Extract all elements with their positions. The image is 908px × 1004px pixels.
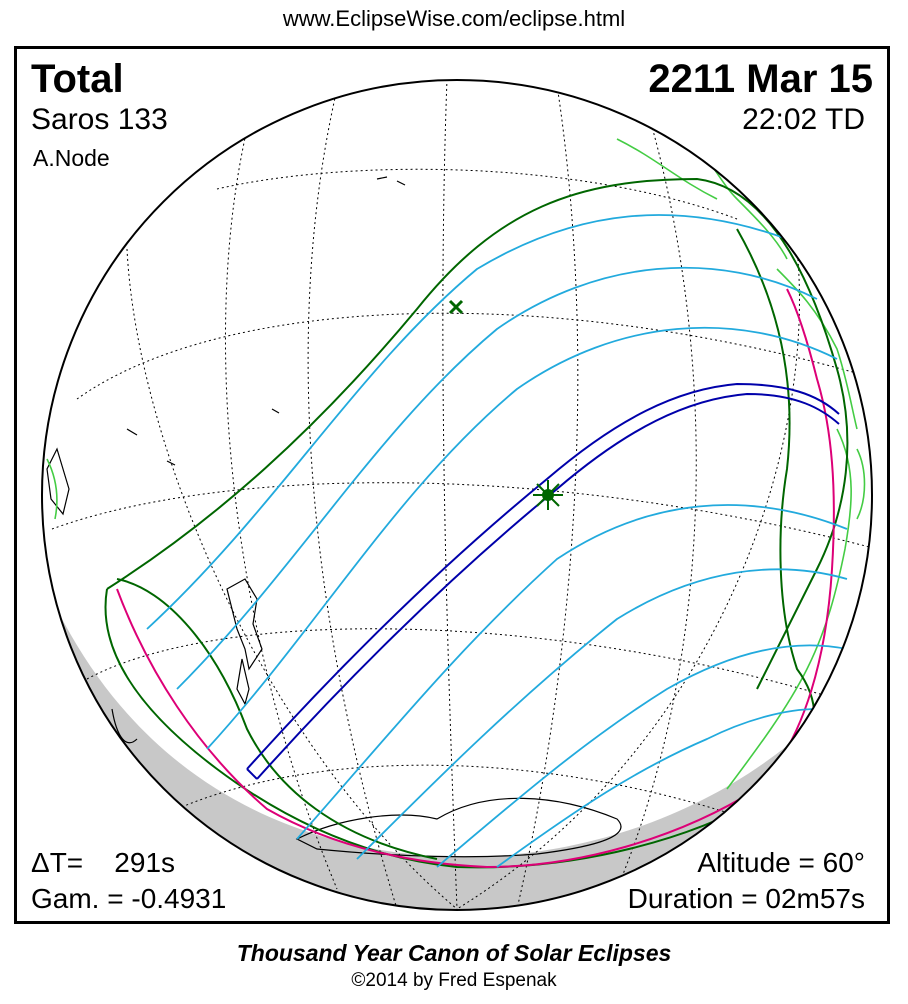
gamma: Gam. = -0.4931 bbox=[31, 883, 227, 914]
canon-title: Thousand Year Canon of Solar Eclipses bbox=[236, 940, 672, 966]
saros-number: Saros 133 bbox=[31, 103, 168, 136]
source-url[interactable]: www.EclipseWise.com/eclipse.html bbox=[282, 6, 626, 31]
duration: Duration = 02m57s bbox=[627, 883, 865, 914]
eclipse-type: Total bbox=[31, 57, 124, 101]
globe-disc bbox=[42, 80, 872, 910]
eclipse-date: 2211 Mar 15 bbox=[648, 57, 873, 101]
totality-path bbox=[246, 382, 840, 780]
penumbra-sunrise-curve bbox=[116, 578, 438, 860]
eclipse-time: 22:02 TD bbox=[742, 103, 865, 136]
penumbra-contours bbox=[146, 214, 848, 868]
delta-t-value: 291s bbox=[114, 847, 176, 878]
delta-t: ΔT= 291s bbox=[31, 847, 175, 879]
eclipse-map-frame: Total Saros 133 A.Node 2211 Mar 15 22:02… bbox=[14, 46, 890, 924]
altitude: Altitude = 60° bbox=[697, 847, 865, 878]
globe-outline bbox=[41, 79, 873, 911]
node-label: A.Node bbox=[33, 145, 110, 171]
rise-set-curve bbox=[116, 288, 835, 869]
globe-map bbox=[41, 79, 873, 911]
delta-t-label: ΔT= bbox=[31, 847, 84, 878]
copyright: ©2014 by Fred Espenak bbox=[351, 970, 557, 991]
graticule bbox=[51, 80, 872, 910]
greatest-duration-x-marker bbox=[448, 299, 464, 315]
greatest-eclipse-star-marker bbox=[533, 480, 563, 510]
penumbra-north-limit bbox=[106, 177, 849, 690]
